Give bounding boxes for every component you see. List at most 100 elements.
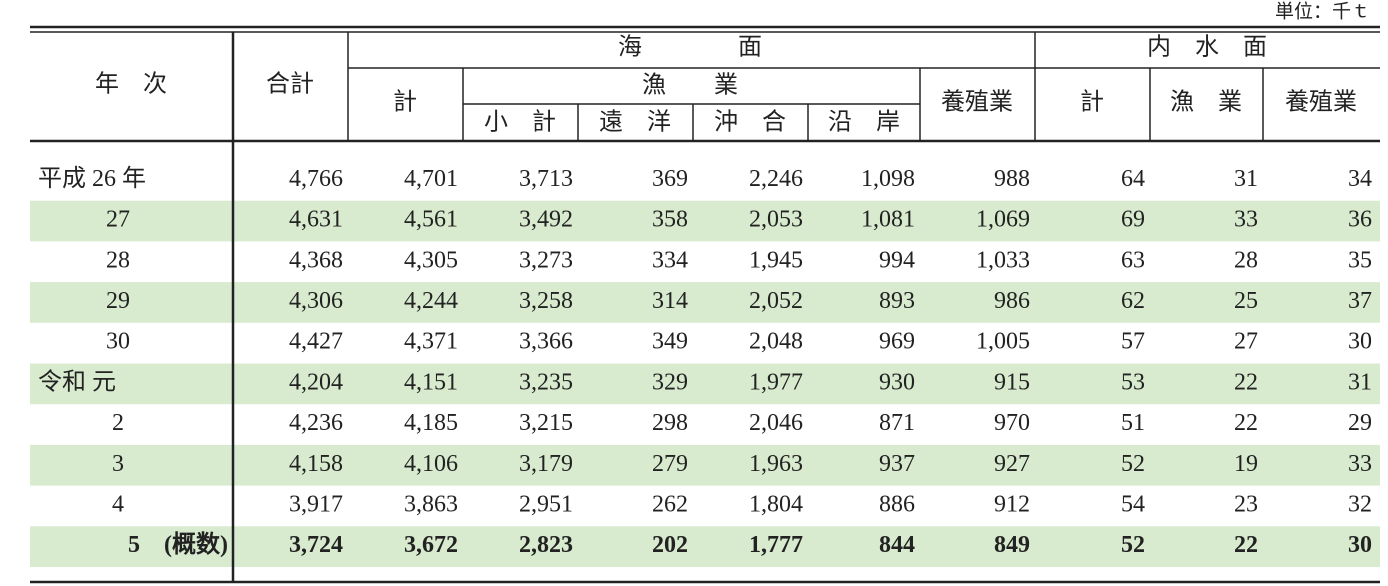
year-label: 4 [112,491,124,517]
cell-value: 988 [994,166,1030,192]
cell-value: 37 [1348,288,1372,314]
cell-value: 1,069 [976,207,1030,233]
year-label: 28 [106,247,130,273]
cell-value: 871 [879,410,915,436]
cell-value: 912 [994,491,1030,517]
header: 計 [393,89,417,116]
cell-value: 4,371 [404,329,458,355]
cell-value: 334 [652,247,688,273]
cell-value: 3,215 [519,410,573,436]
year-label: 5 (概数) [128,531,228,558]
year-label: 29 [106,288,130,314]
cell-value: 969 [879,329,915,355]
cell-value: 279 [652,451,688,477]
cell-value: 28 [1234,247,1258,273]
row-band [30,363,1380,405]
cell-value: 2,246 [749,166,803,192]
cell-value: 3,724 [289,532,343,558]
year-label: 令和 元 [38,368,116,395]
cell-value: 349 [652,329,688,355]
cell-value: 1,033 [976,247,1030,273]
cell-value: 4,151 [404,369,458,395]
cell-value: 358 [652,207,688,233]
unit-label: 単位：千ｔ [1275,0,1370,22]
cell-value: 1,005 [976,329,1030,355]
header: 漁 業 [1170,89,1242,116]
cell-value: 4,368 [289,247,343,273]
row-band [30,282,1380,323]
row-band [30,444,1380,486]
cell-value: 2,053 [749,207,803,233]
cell-value: 2,046 [749,410,803,436]
cell-value: 4,561 [404,207,458,233]
year-label: 2 [112,410,124,436]
cell-value: 4,204 [289,369,343,395]
cell-value: 202 [652,532,688,558]
cell-value: 69 [1121,207,1145,233]
cell-value: 970 [994,410,1030,436]
row-band [30,200,1380,242]
cell-value: 52 [1121,532,1145,558]
cell-value: 4,185 [404,410,458,436]
cell-value: 4,306 [289,288,343,314]
cell-value: 4,305 [404,247,458,273]
cell-value: 927 [994,451,1030,477]
cell-value: 886 [879,491,915,517]
cell-value: 54 [1121,491,1145,517]
year-label: 30 [106,329,130,355]
cell-value: 3,258 [519,288,573,314]
header: 沖 合 [714,109,786,136]
cell-value: 22 [1234,369,1258,395]
cell-value: 1,098 [861,166,915,192]
cell-value: 1,081 [861,207,915,233]
cell-value: 51 [1121,410,1145,436]
cell-value: 844 [879,532,915,558]
cell-value: 4,158 [289,451,343,477]
cell-value: 23 [1234,491,1258,517]
cell-value: 994 [879,247,915,273]
cell-value: 849 [994,532,1030,558]
cell-value: 2,052 [749,288,803,314]
cell-value: 22 [1234,532,1258,558]
header: 養殖業 [941,89,1013,116]
row-band [30,526,1380,567]
cell-value: 3,863 [404,491,458,517]
cell-value: 2,048 [749,329,803,355]
cell-value: 4,631 [289,207,343,233]
cell-value: 298 [652,410,688,436]
cell-value: 3,179 [519,451,573,477]
cell-value: 52 [1121,451,1145,477]
cell-value: 27 [1234,329,1258,355]
cell-value: 3,366 [519,329,573,355]
cell-value: 36 [1348,207,1372,233]
year-label: 平成 26 年 [38,165,146,192]
cell-value: 3,273 [519,247,573,273]
cell-value: 53 [1121,369,1145,395]
cell-value: 4,766 [289,166,343,192]
cell-value: 3,713 [519,166,573,192]
cell-value: 2,823 [519,532,573,558]
cell-value: 31 [1348,369,1372,395]
cell-value: 329 [652,369,688,395]
cell-value: 34 [1348,166,1372,192]
cell-value: 893 [879,288,915,314]
cell-value: 314 [652,288,688,314]
header: 内 水 面 [1147,34,1267,61]
cell-value: 32 [1348,491,1372,517]
cell-value: 1,945 [749,247,803,273]
cell-value: 3,917 [289,491,343,517]
cell-value: 62 [1121,288,1145,314]
cell-value: 63 [1121,247,1145,273]
cell-value: 25 [1234,288,1258,314]
cell-value: 3,672 [404,532,458,558]
cell-value: 3,492 [519,207,573,233]
cell-value: 35 [1348,247,1372,273]
cell-value: 57 [1121,329,1145,355]
header: 小 計 [484,109,556,136]
cell-value: 4,701 [404,166,458,192]
header: 合計 [266,71,314,98]
cell-value: 262 [652,491,688,517]
cell-value: 2,951 [519,491,573,517]
header: 年 次 [95,71,167,98]
